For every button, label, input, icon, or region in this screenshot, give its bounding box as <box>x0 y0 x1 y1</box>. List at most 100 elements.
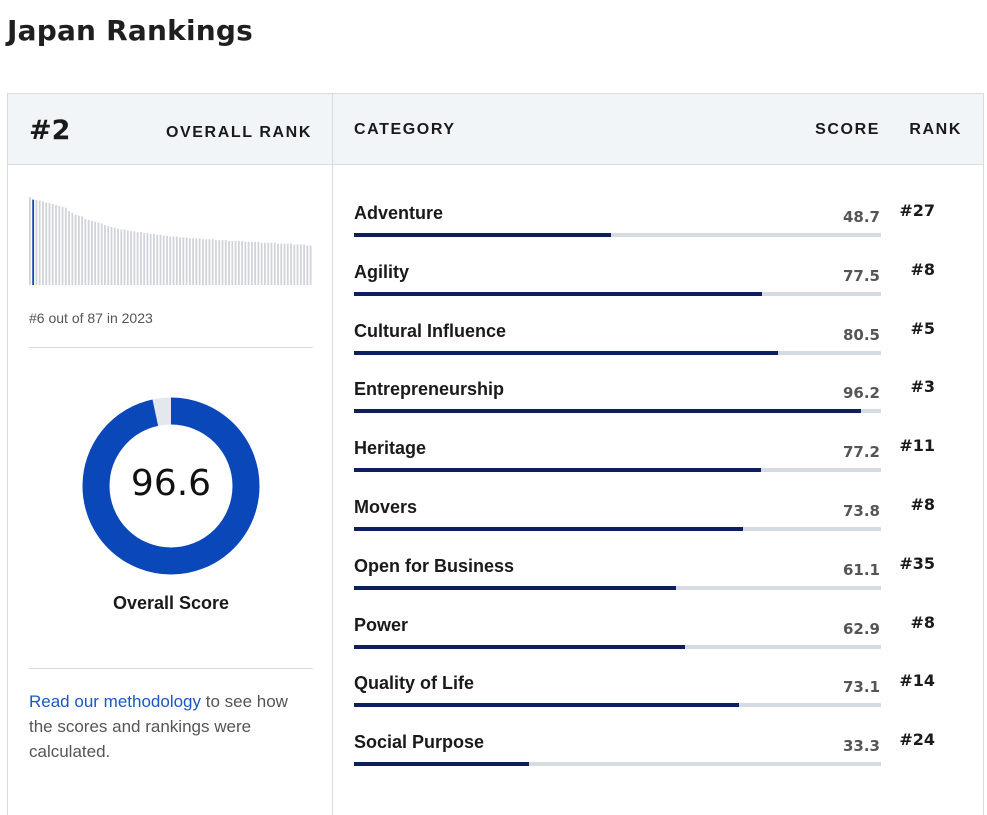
rank-history-bar <box>97 222 100 285</box>
rank-history-bar <box>192 238 195 285</box>
rank-history-bar <box>273 242 276 285</box>
rank-history-bar <box>94 221 97 285</box>
rank-history-bar <box>215 240 217 285</box>
rank-history-bar <box>172 236 175 285</box>
column-header-score: SCORE <box>815 121 880 138</box>
rank-history-bar <box>224 240 227 285</box>
score-bar-fill <box>354 585 676 590</box>
rank-history-bar <box>211 239 214 285</box>
category-score: 73.8 <box>842 502 880 520</box>
overall-score-donut <box>82 397 260 575</box>
rank-history-bar <box>290 243 292 285</box>
rank-history-bar <box>231 241 234 285</box>
rank-history-bar <box>169 236 172 285</box>
score-bar-track <box>354 350 881 355</box>
score-bar-fill <box>354 527 743 531</box>
category-name: Movers <box>354 497 418 517</box>
rank-history-bar <box>29 197 31 285</box>
rank-history-bar <box>126 230 129 285</box>
overall-score-label: Overall Score <box>112 593 230 613</box>
category-name: Quality of Life <box>354 673 475 694</box>
rank-history-bar <box>159 234 162 285</box>
rank-history-bar <box>293 244 296 285</box>
category-score: 80.5 <box>842 325 880 344</box>
page-title: Japan Rankings <box>7 14 253 47</box>
category-score: 48.7 <box>842 208 880 226</box>
category-rank: #35 <box>899 553 935 573</box>
score-bar-track <box>354 291 881 296</box>
rank-history-bar <box>45 202 48 285</box>
score-bar-track <box>354 644 881 649</box>
rank-history-bar <box>133 231 136 285</box>
score-bar-fill <box>354 233 611 237</box>
rank-history-bar <box>87 219 90 285</box>
rank-history-bar <box>149 233 152 285</box>
category-row: Entrepreneurship 96.2 #3 <box>333 377 983 436</box>
category-row: Adventure 48.7 #27 <box>333 201 983 260</box>
rank-history-bar <box>257 241 260 285</box>
category-rank: #24 <box>899 730 935 750</box>
category-score: 61.1 <box>842 560 880 579</box>
rank-history-bar <box>306 245 309 285</box>
category-score: 33.3 <box>842 737 880 756</box>
rank-history-bar <box>283 243 286 285</box>
category-rank: #5 <box>910 318 935 338</box>
category-row: Heritage 77.2 #11 <box>333 436 983 495</box>
rank-history-bar <box>250 241 253 285</box>
methodology-link[interactable]: Read our methodology <box>29 692 202 711</box>
category-name: Cultural Influence <box>354 320 507 341</box>
overall-score-value: 96.6 <box>130 463 212 504</box>
score-bar-fill <box>354 291 763 296</box>
category-score: 96.2 <box>842 384 880 403</box>
rank-history-bar <box>198 238 201 285</box>
rank-history-bar <box>254 241 257 285</box>
rank-history-bar <box>107 226 110 285</box>
rank-history-bar <box>162 235 165 285</box>
rank-history-bar <box>280 243 283 285</box>
score-bar-fill <box>354 468 761 473</box>
rank-history-bar <box>175 236 178 285</box>
rank-history-bar <box>185 237 188 285</box>
rank-history-bar <box>38 200 41 285</box>
rank-history-bar <box>156 234 159 285</box>
category-score: 73.1 <box>842 678 880 697</box>
category-row: Open for Business 61.1 #35 <box>333 554 983 613</box>
overall-rank-header: #2 OVERALL RANK <box>8 94 333 165</box>
rank-history-bar <box>51 204 54 285</box>
rank-history-bar <box>113 227 116 285</box>
score-bar-fill <box>354 703 740 708</box>
rank-history-bar <box>130 231 132 285</box>
rank-history-bar <box>143 233 146 285</box>
methodology-note: Read our methodology to see how the scor… <box>29 689 313 764</box>
rank-history-bar <box>71 212 74 285</box>
methodology-text: to see how the scores and rankings were … <box>29 692 288 761</box>
donut-arc <box>82 397 260 575</box>
rank-history-bar <box>55 204 57 285</box>
category-score: 77.5 <box>842 266 880 285</box>
rank-history-bar <box>110 226 113 285</box>
rank-history-bar <box>247 241 250 285</box>
rank-history-bar <box>120 229 123 285</box>
score-bar-fill <box>354 762 530 767</box>
rank-history-bar <box>182 237 185 285</box>
rank-history-bar <box>100 223 103 285</box>
category-rank: #11 <box>899 436 935 456</box>
score-bar-track <box>354 527 881 531</box>
score-bar-fill <box>354 409 861 414</box>
rank-history-bar <box>296 244 299 285</box>
rank-history-bar <box>117 228 119 285</box>
divider <box>29 347 313 348</box>
rank-history-bar <box>179 237 181 285</box>
rank-history-bar <box>208 239 211 285</box>
rank-history-bar <box>35 199 38 285</box>
rank-history-bar <box>166 235 168 285</box>
rank-history-bar <box>277 243 279 285</box>
rank-history-bar <box>84 219 87 285</box>
rank-history-bar <box>77 215 80 285</box>
category-row: Agility 77.5 #8 <box>333 260 983 319</box>
rank-history-bar <box>81 216 84 285</box>
category-score: 77.2 <box>842 443 880 462</box>
score-bar-track <box>354 409 881 414</box>
rank-history-bar <box>241 241 243 285</box>
rank-history-bar <box>303 244 306 285</box>
